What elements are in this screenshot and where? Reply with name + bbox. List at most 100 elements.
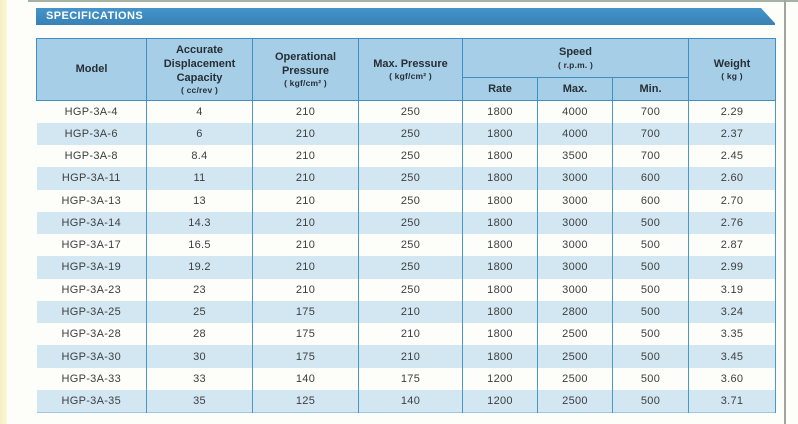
cell-weight: 3.19 <box>688 278 777 301</box>
cell-weight: 3.45 <box>688 345 777 368</box>
cell-speed-min: 500 <box>611 300 690 324</box>
cell-op-pressure: 210 <box>252 100 359 123</box>
cell-speed-min: 600 <box>611 167 690 190</box>
cell-model: HGP-3A-23 <box>36 278 147 301</box>
cell-speed-rate: 1800 <box>462 256 538 279</box>
cell-op-pressure: 140 <box>252 367 359 390</box>
cell-max-pressure: 250 <box>358 100 463 123</box>
cell-speed-rate: 1800 <box>462 234 538 257</box>
cell-max-pressure: 250 <box>358 189 463 212</box>
cell-speed-max: 3000 <box>537 189 613 212</box>
cell-weight: 2.60 <box>688 167 777 190</box>
cell-max-pressure: 250 <box>358 234 463 257</box>
cell-max-pressure: 210 <box>358 300 463 324</box>
page-edge-left <box>0 0 7 424</box>
header-speed-label: Speed <box>559 46 593 59</box>
cell-weight: 2.45 <box>688 145 777 168</box>
cell-model: HGP-3A-19 <box>36 256 147 279</box>
header-max-pressure-label: Max. Pressure <box>373 57 448 70</box>
cell-capacity: 23 <box>146 278 253 301</box>
header-model-label: Model <box>75 63 108 76</box>
header-operational-pressure: Operational Pressure ( kgf/cm² ) <box>252 38 359 101</box>
cell-speed-max: 3000 <box>537 211 613 235</box>
cell-max-pressure: 250 <box>358 211 463 235</box>
table-row: HGP-3A-33 33 140 175 1200 2500 500 3.60 <box>36 367 777 390</box>
cell-speed-rate: 1800 <box>462 211 538 235</box>
cell-capacity: 19.2 <box>146 256 253 279</box>
cell-speed-max: 3000 <box>537 278 613 301</box>
header-model: Model <box>36 38 147 101</box>
cell-op-pressure: 125 <box>252 389 359 413</box>
cell-speed-min: 500 <box>611 278 690 301</box>
header-max-pressure-unit: ( kgf/cm² ) <box>389 71 432 82</box>
cell-speed-min: 500 <box>611 234 690 257</box>
cell-op-pressure: 210 <box>252 234 359 257</box>
cell-speed-min: 500 <box>611 323 690 346</box>
table-row: HGP-3A-11 11 210 250 1800 3000 600 2.60 <box>36 167 777 190</box>
header-weight: Weight ( kg ) <box>688 38 777 101</box>
cell-capacity: 11 <box>146 167 253 190</box>
cell-speed-max: 2500 <box>537 345 613 368</box>
header-capacity: Accurate Displacement Capacity ( cc/rev … <box>146 38 253 101</box>
specifications-table: Model Accurate Displacement Capacity ( c… <box>36 38 777 413</box>
cell-max-pressure: 250 <box>358 145 463 168</box>
table-row: HGP-3A-8 8.4 210 250 1800 3500 700 2.45 <box>36 145 777 168</box>
cell-weight: 2.29 <box>688 100 777 123</box>
header-weight-unit: ( kg ) <box>721 71 743 82</box>
table-row: HGP-3A-17 16.5 210 250 1800 3000 500 2.87 <box>36 234 777 257</box>
table-row: HGP-3A-19 19.2 210 250 1800 3000 500 2.99 <box>36 256 777 279</box>
cell-speed-min: 500 <box>611 367 690 390</box>
cell-max-pressure: 250 <box>358 278 463 301</box>
cell-model: HGP-3A-14 <box>36 211 147 235</box>
cell-speed-rate: 1200 <box>462 367 538 390</box>
cell-speed-rate: 1800 <box>462 100 538 123</box>
cell-speed-rate: 1800 <box>462 145 538 168</box>
cell-speed-max: 2500 <box>537 323 613 346</box>
cell-op-pressure: 175 <box>252 300 359 324</box>
table-row: HGP-3A-28 28 175 210 1800 2500 500 3.35 <box>36 323 777 346</box>
header-weight-label: Weight <box>713 57 751 70</box>
cell-capacity: 33 <box>146 367 253 390</box>
cell-weight: 2.70 <box>688 189 777 212</box>
cell-op-pressure: 175 <box>252 323 359 346</box>
cell-capacity: 35 <box>146 389 253 413</box>
cell-speed-rate: 1800 <box>462 189 538 212</box>
cell-capacity: 14.3 <box>146 211 253 235</box>
table-row: HGP-3A-30 30 175 210 1800 2500 500 3.45 <box>36 345 777 368</box>
cell-model: HGP-3A-33 <box>36 367 147 390</box>
cell-op-pressure: 210 <box>252 211 359 235</box>
cell-speed-rate: 1800 <box>462 345 538 368</box>
cell-speed-max: 2800 <box>537 300 613 324</box>
cell-speed-min: 500 <box>611 345 690 368</box>
table-row: HGP-3A-25 25 175 210 1800 2800 500 3.24 <box>36 300 777 324</box>
cell-weight: 2.87 <box>688 234 777 257</box>
table-row: HGP-3A-13 13 210 250 1800 3000 600 2.70 <box>36 189 777 212</box>
cell-weight: 2.37 <box>688 122 777 146</box>
cell-capacity: 6 <box>146 122 253 146</box>
header-speed-group: Speed ( r.p.m. ) <box>461 38 690 78</box>
cell-speed-min: 600 <box>611 189 690 212</box>
cell-model: HGP-3A-6 <box>36 122 147 146</box>
cell-speed-rate: 1800 <box>462 278 538 301</box>
cell-model: HGP-3A-17 <box>36 234 147 257</box>
header-speed-max: Max. <box>537 77 613 101</box>
header-max-pressure: Max. Pressure ( kgf/cm² ) <box>358 38 463 101</box>
cell-op-pressure: 175 <box>252 345 359 368</box>
cell-model: HGP-3A-8 <box>36 145 147 168</box>
cell-model: HGP-3A-13 <box>36 189 147 212</box>
table-row: HGP-3A-6 6 210 250 1800 4000 700 2.37 <box>36 122 777 146</box>
cell-capacity: 25 <box>146 300 253 324</box>
cell-op-pressure: 210 <box>252 122 359 146</box>
table-row: HGP-3A-23 23 210 250 1800 3000 500 3.19 <box>36 278 777 301</box>
cell-op-pressure: 210 <box>252 278 359 301</box>
cell-speed-max: 3000 <box>537 167 613 190</box>
cell-capacity: 13 <box>146 189 253 212</box>
header-speed-rate: Rate <box>462 77 538 101</box>
table-header: Model Accurate Displacement Capacity ( c… <box>36 38 777 101</box>
cell-capacity: 4 <box>146 100 253 123</box>
cell-speed-rate: 1200 <box>462 389 538 413</box>
cell-max-pressure: 175 <box>358 367 463 390</box>
cell-op-pressure: 210 <box>252 256 359 279</box>
cell-speed-max: 3000 <box>537 234 613 257</box>
